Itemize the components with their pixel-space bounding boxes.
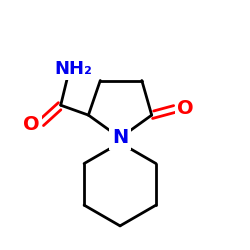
Text: NH₂: NH₂ [55, 60, 92, 78]
Text: O: O [23, 116, 39, 134]
Text: O: O [177, 99, 194, 118]
Text: N: N [112, 128, 128, 147]
